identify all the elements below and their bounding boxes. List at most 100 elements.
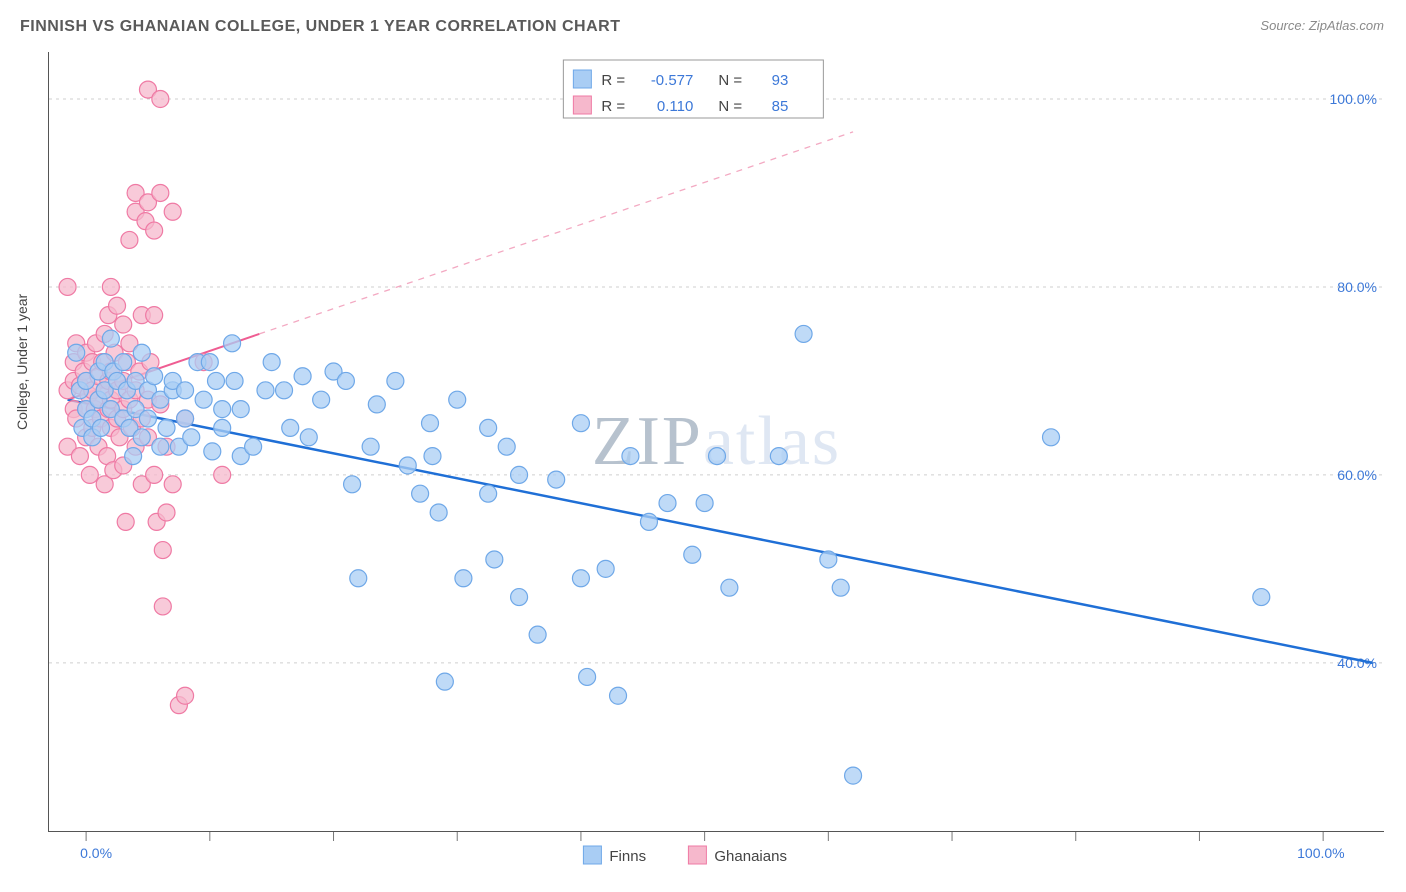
point-finns (480, 485, 497, 502)
y-tick-label: 80.0% (1337, 279, 1377, 295)
point-finns (399, 457, 416, 474)
trend-line-pink-dash (259, 132, 853, 334)
point-finns (177, 382, 194, 399)
point-finns (1043, 429, 1060, 446)
point-finns (449, 391, 466, 408)
point-finns (696, 495, 713, 512)
point-finns (282, 419, 299, 436)
point-finns (572, 415, 589, 432)
source-value: ZipAtlas.com (1309, 18, 1384, 33)
point-finns (436, 673, 453, 690)
source-label: Source: (1260, 18, 1305, 33)
point-ghanaians (154, 598, 171, 615)
point-finns (344, 476, 361, 493)
chart-container: FINNISH VS GHANAIAN COLLEGE, UNDER 1 YEA… (0, 0, 1406, 892)
point-finns (92, 419, 109, 436)
point-finns (579, 668, 596, 685)
point-finns (387, 372, 404, 389)
legend-r-value: 0.110 (657, 98, 693, 115)
point-finns (572, 570, 589, 587)
y-tick-label: 60.0% (1337, 467, 1377, 483)
point-finns (511, 589, 528, 606)
point-finns (659, 495, 676, 512)
point-finns (177, 410, 194, 427)
point-finns (548, 471, 565, 488)
point-ghanaians (146, 222, 163, 239)
point-finns (622, 448, 639, 465)
point-ghanaians (164, 476, 181, 493)
point-finns (214, 401, 231, 418)
point-ghanaians (59, 278, 76, 295)
point-finns (214, 419, 231, 436)
point-finns (424, 448, 441, 465)
legend-correlation: R =-0.577N =93R =0.110N =85 (563, 60, 823, 118)
point-ghanaians (152, 184, 169, 201)
point-finns (183, 429, 200, 446)
point-finns (1253, 589, 1270, 606)
point-finns (511, 466, 528, 483)
point-finns (498, 438, 515, 455)
point-ghanaians (146, 466, 163, 483)
legend-swatch (688, 846, 706, 864)
point-finns (362, 438, 379, 455)
legend-r-label: R = (601, 98, 625, 115)
point-finns (139, 410, 156, 427)
legend-series-label: Finns (609, 848, 646, 865)
point-ghanaians (214, 466, 231, 483)
trend-line-blue (68, 400, 1373, 663)
plot-area: ZIPatlas 40.0%60.0%80.0%100.0%0.0%100.0%… (48, 52, 1384, 832)
point-finns (226, 372, 243, 389)
point-finns (455, 570, 472, 587)
point-finns (684, 546, 701, 563)
point-ghanaians (164, 203, 181, 220)
chart-svg: 40.0%60.0%80.0%100.0%0.0%100.0%R =-0.577… (49, 52, 1384, 831)
point-finns (832, 579, 849, 596)
legend-n-value: 85 (772, 98, 789, 115)
point-ghanaians (117, 513, 134, 530)
point-finns (204, 443, 221, 460)
legend-series-label: Ghanaians (714, 848, 787, 865)
point-ghanaians (81, 466, 98, 483)
point-ghanaians (71, 448, 88, 465)
point-finns (276, 382, 293, 399)
x-tick-label-start: 0.0% (80, 845, 112, 861)
point-finns (152, 438, 169, 455)
point-finns (486, 551, 503, 568)
point-finns (224, 335, 241, 352)
point-finns (102, 330, 119, 347)
y-tick-label: 100.0% (1330, 91, 1377, 107)
point-finns (597, 560, 614, 577)
legend-n-label: N = (718, 72, 742, 89)
legend-r-label: R = (601, 72, 625, 89)
point-ghanaians (146, 307, 163, 324)
point-finns (294, 368, 311, 385)
point-finns (770, 448, 787, 465)
point-ghanaians (109, 297, 126, 314)
point-ghanaians (154, 542, 171, 559)
point-finns (640, 513, 657, 530)
legend-swatch (573, 96, 591, 114)
point-ghanaians (115, 316, 132, 333)
point-finns (313, 391, 330, 408)
point-finns (610, 687, 627, 704)
point-finns (412, 485, 429, 502)
point-finns (68, 344, 85, 361)
point-finns (146, 368, 163, 385)
point-finns (709, 448, 726, 465)
legend-r-value: -0.577 (651, 72, 694, 89)
point-finns (208, 372, 225, 389)
point-finns (257, 382, 274, 399)
point-finns (232, 401, 249, 418)
point-finns (125, 448, 142, 465)
point-finns (263, 354, 280, 371)
legend-n-value: 93 (772, 72, 789, 89)
point-finns (820, 551, 837, 568)
point-finns (245, 438, 262, 455)
point-finns (133, 344, 150, 361)
legend-series: Finns Ghanaians (583, 846, 787, 865)
point-finns (115, 354, 132, 371)
point-finns (368, 396, 385, 413)
x-tick-label-end: 100.0% (1297, 845, 1344, 861)
legend-swatch (573, 70, 591, 88)
point-finns (195, 391, 212, 408)
